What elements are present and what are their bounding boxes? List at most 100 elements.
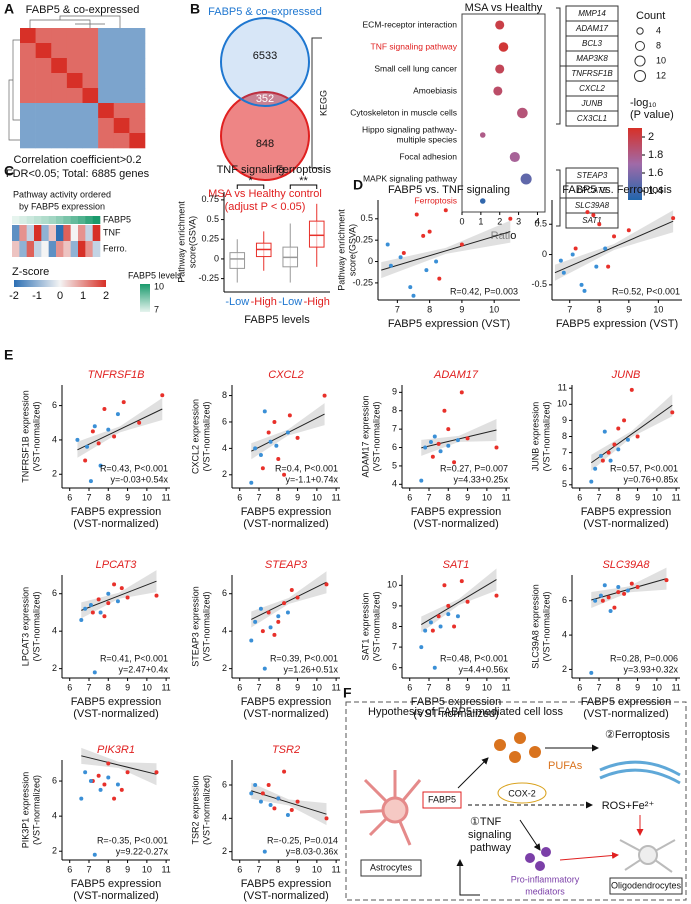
point: [558, 258, 563, 263]
x-tick-label: 8: [616, 682, 621, 692]
heatmap-cell: [66, 43, 83, 59]
y-axis-label: ADAM17 expression: [360, 395, 370, 477]
point: [385, 242, 390, 247]
node-box: [609, 877, 683, 895]
heatmap-cell: [19, 225, 27, 241]
y-tick-label: 8: [222, 390, 227, 400]
point: [591, 213, 596, 218]
point: [253, 446, 258, 451]
point: [249, 791, 254, 796]
y-tick-label: 6: [222, 416, 227, 426]
chart-title: ADAM17: [433, 369, 479, 381]
point: [428, 440, 433, 445]
gene-label: JUNB: [581, 99, 604, 108]
annotation: R=-0.25, P=0.014: [267, 835, 338, 845]
y-tick-label: 6: [52, 775, 57, 785]
point: [436, 441, 441, 446]
legend-label: 10: [154, 281, 164, 291]
point: [98, 463, 103, 468]
point: [421, 233, 426, 238]
point: [606, 595, 611, 600]
x-tick-label: -High: [304, 296, 330, 308]
chart-title: MSA vs Healthy: [465, 2, 543, 14]
significance: *: [248, 175, 253, 187]
heatmap-cell: [82, 73, 99, 89]
point: [83, 770, 88, 775]
point: [75, 437, 80, 442]
point: [579, 282, 584, 287]
point: [266, 430, 271, 435]
heatmap-cell: [129, 73, 146, 89]
point: [459, 390, 464, 395]
point: [276, 456, 281, 461]
confidence-band: [381, 220, 511, 279]
gene-label: BCL3: [582, 39, 603, 48]
point: [83, 458, 88, 463]
point: [289, 808, 294, 812]
heatmap-cell: [82, 88, 99, 104]
x-tick-label: 9: [295, 864, 300, 874]
point: [272, 419, 277, 424]
point: [594, 264, 599, 269]
y-tick-label: 5: [392, 460, 397, 470]
point: [593, 466, 598, 471]
chart-title: TNFRSF1B: [88, 369, 145, 381]
point: [635, 434, 640, 439]
y-tick-label: 6: [562, 595, 567, 605]
x-tick-label: 7: [596, 682, 601, 692]
chart-title: by FABP5 expression: [19, 201, 105, 211]
fit-line: [554, 220, 674, 274]
y-tick-label: 4: [52, 434, 57, 444]
legend-label: 7: [154, 304, 159, 314]
y-tick-label: 2: [222, 663, 227, 673]
dot: [520, 173, 532, 185]
point: [570, 252, 575, 257]
point: [423, 628, 428, 633]
heatmap-cell: [82, 118, 99, 134]
y-axis-label: (VST-normalized): [31, 401, 41, 471]
method-label: KEGG: [318, 90, 328, 116]
annotation: R=-0.35, P<0.001: [97, 835, 168, 845]
heatmap-cell: [51, 58, 68, 74]
colorbar: [140, 284, 150, 312]
heatmap-cell: [20, 58, 36, 74]
x-tick-label: 6: [577, 682, 582, 692]
x-tick-label: 7: [86, 492, 91, 502]
x-tick-label: 10: [482, 492, 492, 502]
significance-bracket: [236, 184, 265, 189]
point: [295, 435, 300, 440]
point: [268, 439, 273, 444]
heatmap-cell: [98, 88, 115, 104]
x-tick-label: 8: [106, 864, 111, 874]
legend-label: 1.8: [648, 149, 663, 161]
x-tick-label: 11: [331, 682, 340, 692]
annotation: R=0.4, P<0.001: [275, 463, 338, 473]
y-tick-label: 0: [214, 253, 219, 263]
x-tick-label: 6: [67, 492, 72, 502]
heatmap-cell: [98, 43, 115, 59]
x-tick-label: 7: [86, 864, 91, 874]
x-tick-label: 10: [142, 492, 152, 502]
point: [102, 407, 107, 412]
annotation: y=1.26+0.51x: [283, 664, 338, 674]
y-axis-label: (VST-normalized): [541, 591, 551, 661]
y-axis-label: (VST-normalized): [201, 775, 211, 845]
point: [612, 234, 617, 239]
box-body: [308, 220, 325, 248]
y-axis-label: score(GSVA): [347, 224, 357, 276]
panel-label: D: [353, 177, 363, 193]
heatmap-cell: [12, 241, 20, 257]
chart-title: SLC39A8: [602, 559, 650, 571]
point: [295, 799, 300, 804]
point: [388, 263, 393, 268]
y-tick-label: 2: [52, 663, 57, 673]
astrocyte-cell: [359, 770, 422, 846]
venn-set: [220, 91, 310, 181]
heatmap-cell: [26, 216, 35, 224]
node-label: pathway: [470, 842, 511, 854]
y-tick-label: 8: [562, 431, 567, 441]
point: [446, 443, 451, 448]
y-tick-label: -0.25: [352, 277, 373, 287]
x-tick-label: 8: [616, 492, 621, 502]
point: [285, 813, 290, 817]
